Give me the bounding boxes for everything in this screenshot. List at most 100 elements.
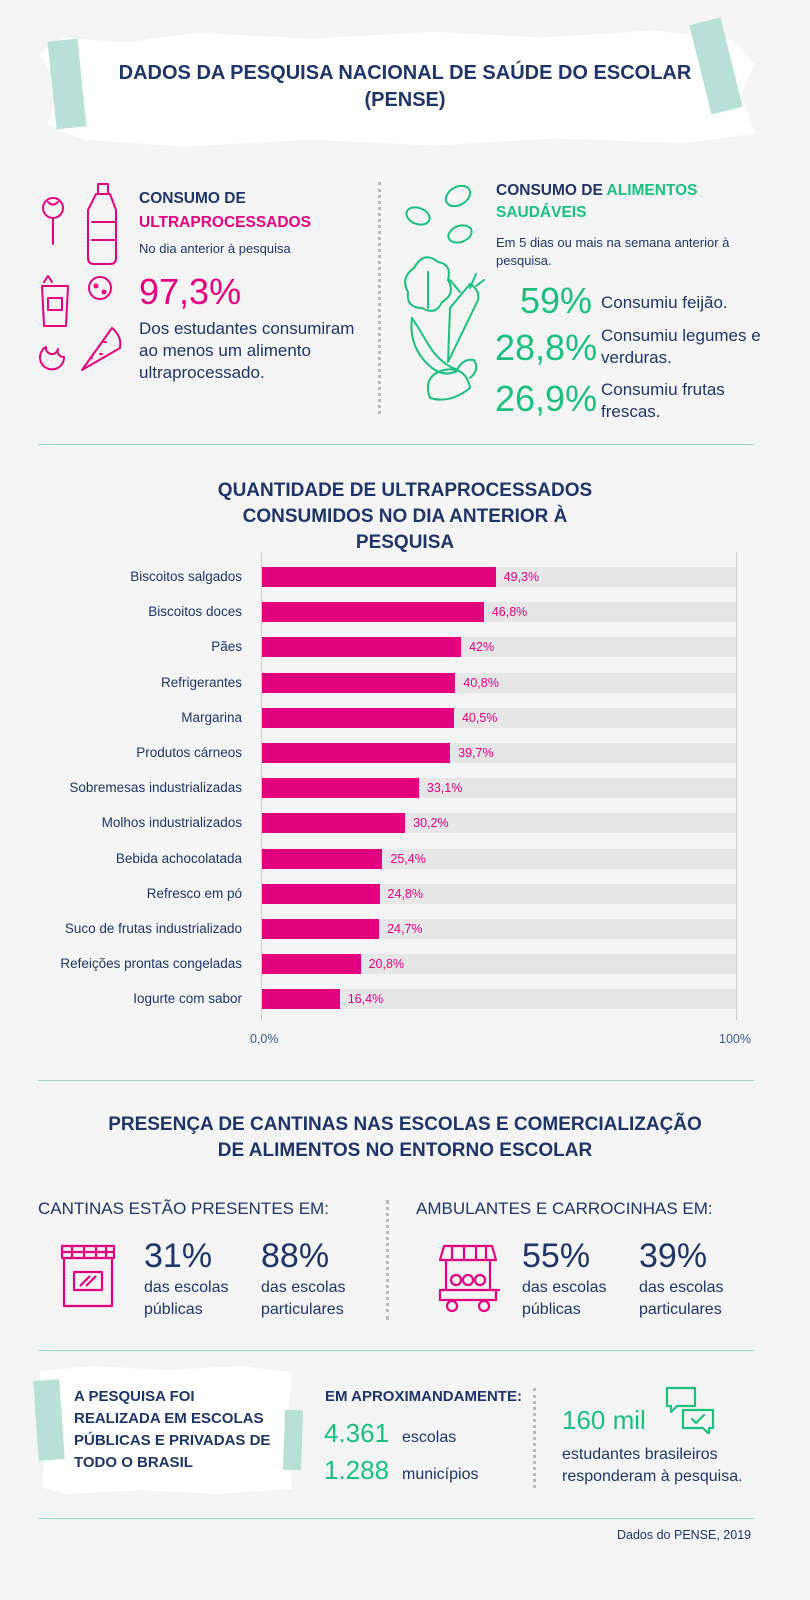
bar [262,813,406,834]
category-label: Suco de frutas industrializado [64,921,242,936]
bar [262,707,454,728]
divider-2 [38,1080,754,1081]
cantina-private-value: 88% [261,1237,330,1275]
cantinas-divider-dots [386,1200,389,1320]
ultra-value: 97,3% [139,271,242,312]
bar-value-label: 39,7% [458,746,494,760]
healthy-subtitle: Em 5 dias ou mais na semana anterior à p… [496,235,730,268]
bar [262,778,419,799]
category-label: Iogurte com sabor [133,991,242,1007]
category-label: Pães [211,639,242,655]
source-note: Dados do PENSE, 2019 [617,1528,752,1542]
approx-heading: EM APROXIMANDAMENTE: [325,1388,522,1405]
bar-value-label: 42% [469,640,495,655]
bar [262,637,462,658]
ambulante-private-value: 39% [639,1237,708,1275]
bar-value-label: 46,8% [491,605,528,620]
cantina-public-label: das escolas públicas [144,1279,229,1318]
bar-value-label: 49,3% [503,570,540,584]
note-tape-left [33,1379,65,1461]
bar-track [262,989,736,1010]
healthy-heading-highlight2: SAUDÁVEIS [496,204,587,221]
footer-note: A PESQUISA FOI REALIZADA EM ESCOLAS PÚBL… [74,1388,271,1471]
ambulantes-heading: AMBULANTES E CARROCINHAS EM: [416,1199,713,1218]
x-tick-label: 0,0% [250,1032,279,1046]
cantina-public-value: 31% [144,1237,213,1275]
divider-1 [38,444,754,445]
note-paper [40,1366,292,1494]
ultra-subtitle: No dia anterior à pesquisa [139,241,291,256]
ultra-heading-line2: ULTRAPROCESSADOS [139,214,311,231]
ultra-heading-line1: CONSUMO DE [139,190,246,207]
bar [262,672,456,693]
schools-value: 4.361 [324,1418,390,1448]
bar-value-label: 33,1% [426,781,463,796]
food-cart-icon [436,1244,500,1314]
divider-3 [38,1350,754,1351]
note-tape-right [282,1409,304,1471]
category-label: Sobremesas industrializadas [69,780,242,796]
section-divider-dots [378,182,381,414]
cantinas-heading: CANTINAS ESTÃO PRESENTES EM: [38,1199,329,1218]
axis-line-right [736,552,737,1020]
cantinas-title: PRESENÇA DE CANTINAS NAS ESCOLAS E COMER… [108,1114,702,1161]
bar [262,883,380,904]
bar-value-label: 24,8% [387,886,423,901]
category-label: Produtos cárneos [136,745,242,760]
bar [262,954,361,975]
footer-divider-dots [533,1388,536,1488]
bar [262,919,380,939]
healthy-label-beans: Consumiu feijão. [601,293,728,312]
bar-track [262,954,736,975]
category-label: Refrigerantes [160,674,242,690]
healthy-label-vegetables: Consumiu legumes e verduras. [601,326,761,367]
healthy-heading-highlight1: ALIMENTOS [606,182,698,199]
junk-food-icon [38,182,128,392]
cities-value: 1.288 [324,1455,390,1485]
header-paper [40,30,755,147]
chat-bubbles-icon [665,1386,717,1434]
students-value: 160 mil [562,1405,646,1435]
chart-title: QUANTIDADE DE ULTRAPROCESSADOS CONSUMIDO… [217,480,593,553]
category-label: Molhos industrializados [101,815,242,831]
bar-value-label: 40,5% [461,710,498,725]
bar [262,602,484,623]
healthy-value-vegetables: 28,8% [495,327,598,368]
healthy-value-fruits: 26,9% [495,378,598,419]
canteen-icon [58,1242,118,1310]
ambulante-public-value: 55% [522,1237,591,1275]
category-label: Biscoitos doces [148,604,242,620]
category-label: Margarina [181,709,242,725]
bar-value-label: 24,7% [387,922,423,936]
cantina-private-label: das escolas particulares [261,1279,346,1318]
axis-line-left [261,552,262,1020]
healthy-heading: CONSUMO DE ALIMENTOS SAUDÁVEIS [496,180,736,224]
category-label: Refresco em pó [146,885,242,901]
page-title: DADOS DA PESQUISA NACIONAL DE SAÚDE DO E… [118,62,692,111]
healthy-label-fruits: Consumiu frutas frescas. [601,380,725,421]
bar [262,743,451,763]
bar-value-label: 40,8% [463,675,499,690]
ambulante-private-label: das escolas particulares [639,1279,724,1318]
ultra-description: Dos estudantes consumiram ao menos um al… [139,319,355,382]
bar-value-label: 20,8% [368,957,405,972]
bar-value-label: 25,4% [390,851,426,866]
ambulante-public-label: das escolas públicas [522,1279,607,1318]
bar [262,848,383,869]
students-label: estudantes brasileiros responderam à pes… [562,1446,743,1485]
healthy-value-beans: 59% [520,280,593,321]
bar [262,567,496,587]
schools-label: escolas [402,1429,457,1446]
category-label: Refeições prontas congeladas [60,956,242,972]
healthy-food-icon [400,178,490,413]
bar-value-label: 16,4% [347,992,384,1007]
healthy-heading-prefix: CONSUMO DE [496,182,603,199]
x-tick-label: 100% [719,1032,751,1046]
bar-value-label: 30,2% [413,816,449,831]
category-label: Biscoitos salgados [130,569,242,584]
bar-track [262,919,736,939]
category-label: Bebida achocolatada [115,850,242,866]
bar-track [262,883,736,904]
cities-label: municípios [402,1466,479,1483]
bar [262,989,340,1010]
